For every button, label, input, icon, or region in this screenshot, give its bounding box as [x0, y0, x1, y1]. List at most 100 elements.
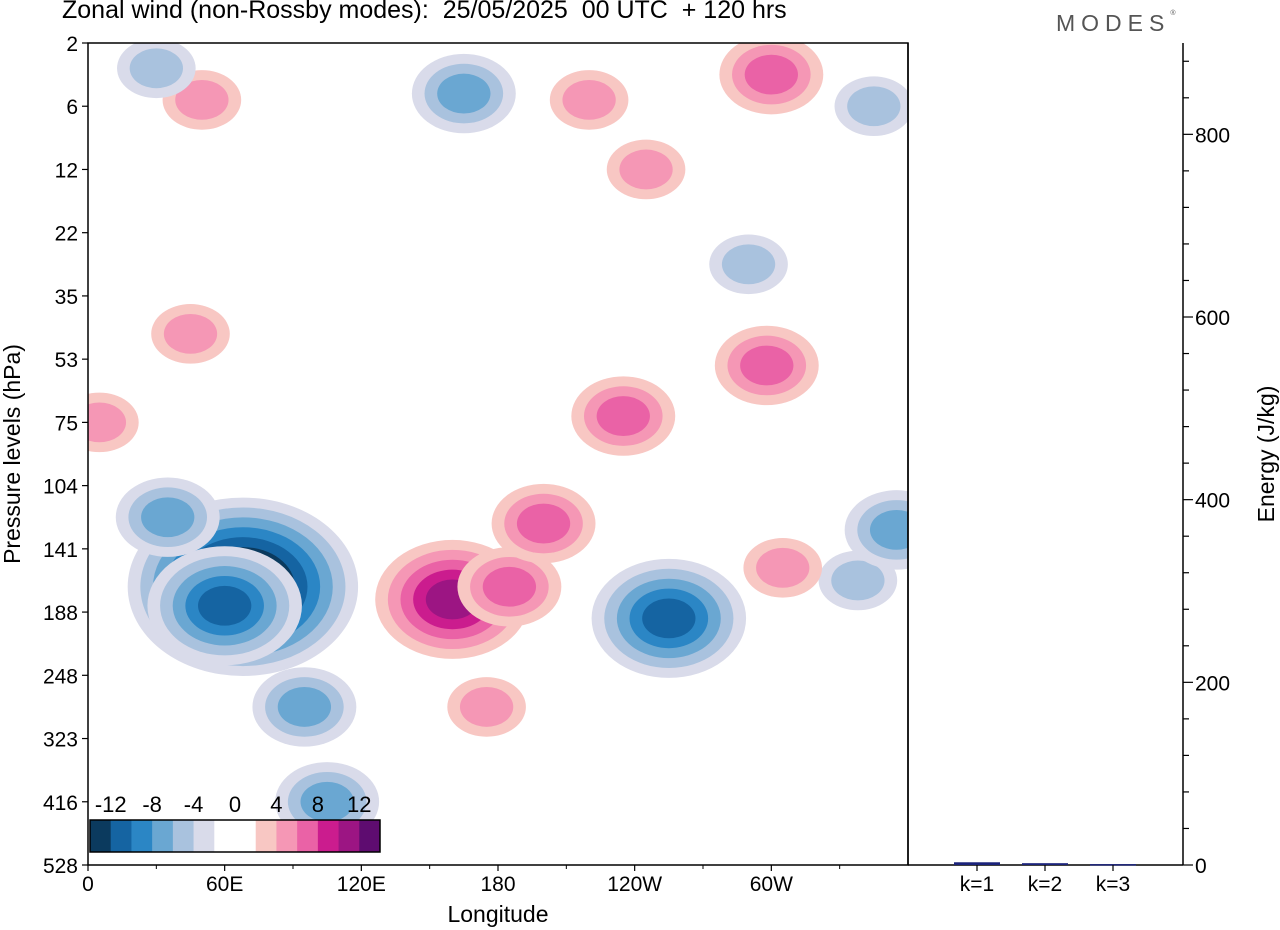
anomaly-contour — [744, 54, 798, 95]
energy-tick-label: 600 — [1195, 307, 1230, 330]
wind-anomaly-15 — [606, 139, 686, 200]
y-tick-label: 12 — [55, 159, 78, 182]
modes-logo: MODES® — [1056, 10, 1176, 37]
wind-anomaly-3 — [115, 477, 220, 557]
wind-anomaly-23 — [834, 76, 908, 137]
anomaly-contour — [642, 598, 696, 639]
colorbar-legend: -12 -8 -4 0 4 8 12 — [89, 792, 381, 853]
x-tick-label: 60W — [750, 873, 793, 896]
y-tick-label: 53 — [55, 349, 78, 372]
colorbar-swatch — [338, 820, 360, 852]
colorbar-swatch — [172, 820, 195, 852]
y-tick-label: 188 — [43, 602, 78, 625]
colorbar-swatch — [297, 820, 319, 852]
anomaly-contour — [437, 73, 491, 114]
energy-tick-label: 800 — [1195, 124, 1230, 147]
anomaly-contour — [198, 585, 252, 626]
logo-mark: ® — [1170, 10, 1176, 17]
y-tick-label: 6 — [66, 96, 78, 119]
bar-category-label: k=1 — [960, 873, 994, 896]
energy-bar-k3 — [1090, 864, 1136, 866]
colorbar-swatch — [255, 820, 277, 852]
energy-tick-label: 200 — [1195, 672, 1230, 695]
y-tick-label: 75 — [55, 412, 78, 435]
colorbar-swatch — [110, 820, 132, 852]
colorbar-swatch — [214, 820, 236, 852]
bar-category-label: k=2 — [1028, 873, 1062, 896]
colorbar-swatch — [131, 820, 153, 852]
energy-tick-label: 0 — [1195, 855, 1207, 878]
y-tick-label: 22 — [55, 223, 78, 246]
plot-frame — [87, 42, 909, 866]
wind-field — [88, 43, 908, 842]
wind-anomaly-16 — [549, 70, 629, 130]
anomaly-contour — [516, 503, 571, 544]
x-tick-label: 180 — [480, 873, 515, 896]
anomaly-contour — [129, 48, 183, 89]
colorbar-swatch — [90, 820, 112, 852]
wind-anomaly-21 — [411, 53, 516, 134]
wind-anomaly-24 — [709, 234, 788, 295]
colorbar-label: -8 — [142, 792, 162, 817]
anomaly-contour — [596, 396, 650, 436]
wind-anomaly-20 — [88, 392, 139, 453]
y-tick-label: 416 — [43, 792, 78, 815]
colorbar-label: 8 — [312, 792, 324, 817]
x-tick-label: 120W — [607, 873, 662, 896]
anomaly-contour — [721, 244, 776, 285]
x-tick-label: 120E — [337, 873, 386, 896]
wind-anomaly-6 — [591, 558, 747, 678]
colorbar-label: 12 — [347, 792, 371, 817]
wind-anomaly-2 — [147, 546, 302, 666]
anomaly-contour — [869, 509, 908, 550]
anomaly-contour — [562, 80, 616, 120]
wind-anomaly-22 — [117, 43, 196, 99]
wind-anomaly-13 — [714, 325, 819, 406]
anomaly-contour — [163, 313, 218, 354]
wind-anomaly-11 — [571, 376, 676, 456]
anomaly-contour — [847, 86, 901, 127]
colorbar-label: -12 — [95, 792, 127, 817]
wind-anomaly-10 — [491, 483, 596, 564]
anomaly-contour — [300, 781, 354, 822]
colorbar-label: 0 — [229, 792, 241, 817]
anomaly-contour — [740, 345, 794, 386]
colorbar-swatch — [152, 820, 174, 852]
wind-anomaly-4 — [252, 667, 357, 747]
anomaly-contour — [277, 687, 332, 727]
colorbar-swatch — [235, 820, 257, 852]
energy-bar-panel: 0 200 400 600 800 Energy (J/kg) k=1 k=2 k=3 — [907, 43, 1279, 896]
energy-axis-label: Energy (J/kg) — [1253, 386, 1279, 523]
y-tick-label: 248 — [43, 665, 78, 688]
wind-anomaly-9 — [457, 547, 562, 627]
anomaly-contour — [831, 560, 885, 601]
wind-anomaly-25 — [844, 490, 908, 570]
anomaly-contour — [756, 547, 810, 588]
colorbar-label: -4 — [184, 792, 204, 817]
colorbar-swatch — [359, 820, 381, 852]
anomaly-contour — [459, 687, 514, 727]
wind-anomaly-14 — [447, 677, 526, 737]
wind-anomaly-12 — [743, 538, 823, 598]
y-tick-label: 2 — [66, 33, 78, 56]
energy-bar-k1 — [954, 862, 1000, 865]
colorbar-swatch — [317, 820, 340, 852]
y-tick-label: 104 — [43, 476, 78, 499]
x-axis-label: Longitude — [447, 901, 548, 927]
energy-bar-k2 — [1022, 863, 1068, 865]
anomaly-contour — [175, 80, 229, 120]
y-tick-label: 528 — [43, 855, 78, 878]
bar-category-label: k=3 — [1096, 873, 1130, 896]
colorbar-swatch — [276, 820, 298, 852]
colorbar-swatch — [193, 820, 215, 852]
y-axis-label: Pressure levels (hPa) — [0, 344, 25, 564]
x-tick-label: 60E — [206, 873, 243, 896]
x-tick-label: 0 — [82, 873, 94, 896]
y-tick-label: 35 — [55, 286, 78, 309]
wind-anomaly-19 — [151, 304, 230, 364]
y-tick-label: 141 — [43, 539, 78, 562]
logo-text: MODES — [1056, 10, 1171, 36]
colorbar-frame — [89, 819, 381, 853]
energy-tick-label: 400 — [1195, 490, 1230, 513]
